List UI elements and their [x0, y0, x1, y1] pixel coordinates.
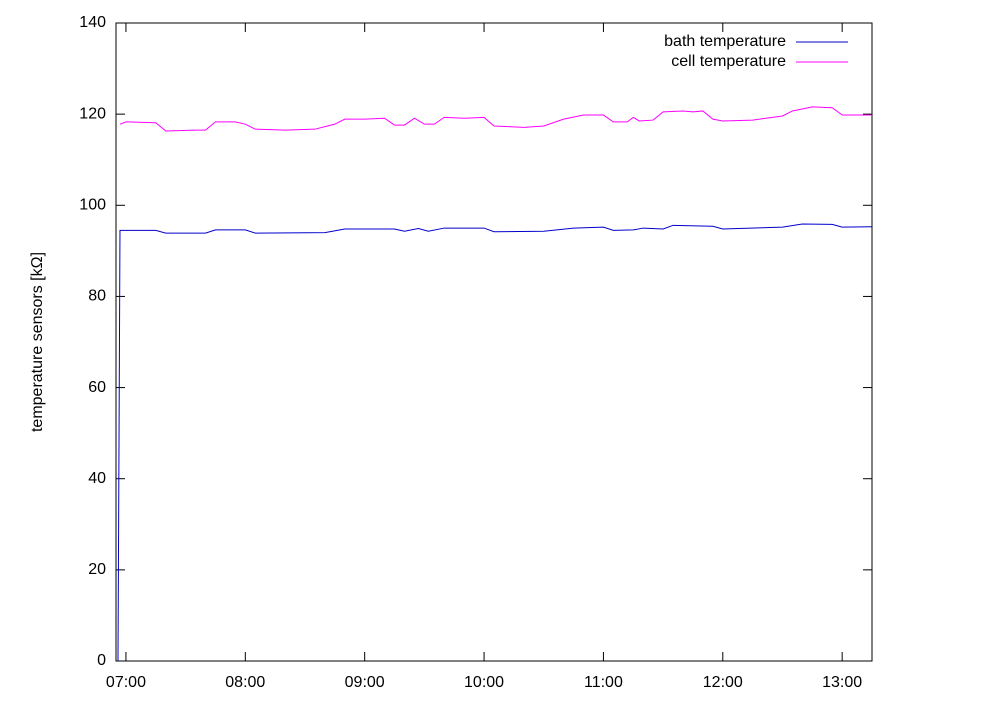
y-tick-label: 120 [79, 105, 106, 122]
legend-label: bath temperature [664, 33, 786, 50]
x-tick-label: 13:00 [822, 674, 862, 691]
y-tick-label: 60 [88, 379, 106, 396]
y-tick-label: 20 [88, 561, 106, 578]
plot-frame [115, 22, 873, 662]
y-tick-label: 100 [79, 197, 106, 214]
y-tick-label: 0 [97, 652, 106, 669]
series-line [119, 106, 872, 132]
x-tick-label: 11:00 [584, 674, 623, 691]
x-tick-label: 08:00 [225, 674, 265, 691]
y-axis-label: temperature sensors [kΩ] [29, 252, 46, 432]
y-tick-label: 140 [79, 14, 106, 31]
x-tick-label: 10:00 [464, 674, 504, 691]
series-line [117, 223, 873, 662]
y-tick-label: 80 [88, 288, 106, 305]
x-tick-label: 12:00 [703, 674, 743, 691]
x-tick-label: 07:00 [106, 674, 146, 691]
y-tick-label: 40 [88, 470, 106, 487]
x-tick-label: 09:00 [345, 674, 385, 691]
legend-label: cell temperature [671, 53, 786, 70]
